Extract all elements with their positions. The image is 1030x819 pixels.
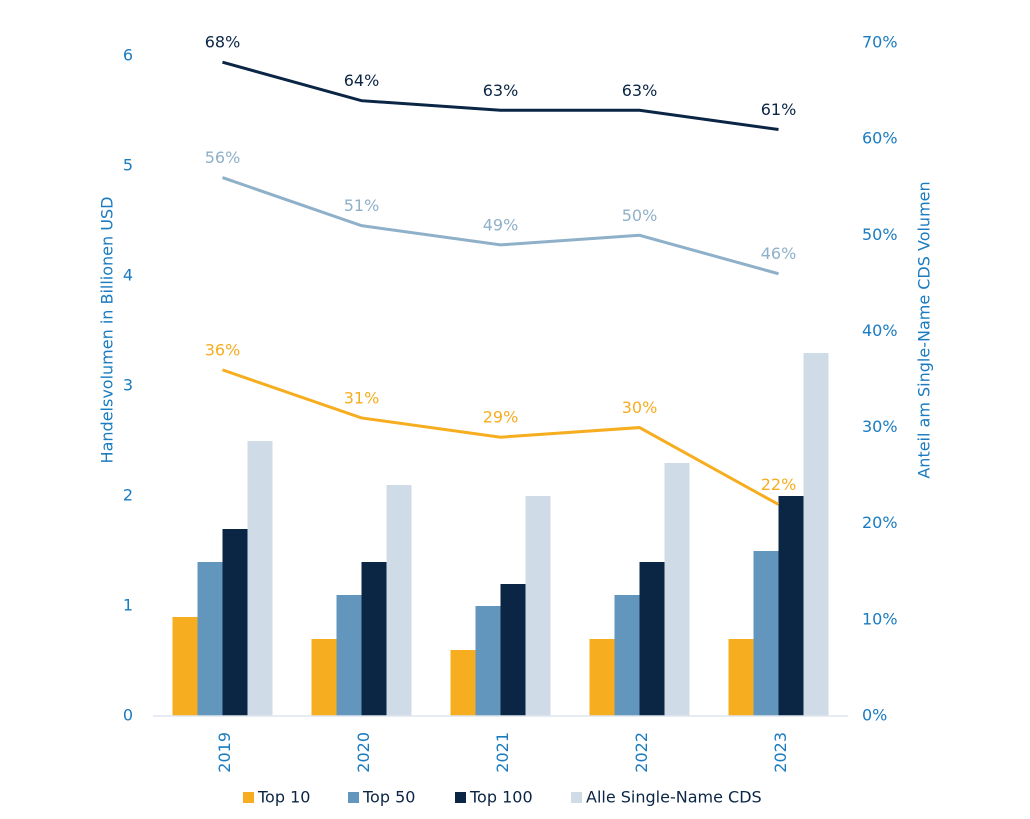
y-tick-label: 0: [123, 706, 133, 725]
bar: [450, 650, 476, 716]
y-tick-label: 2: [123, 486, 133, 505]
line: [222, 60, 779, 132]
bar: [753, 551, 779, 716]
legend-label: Alle Single-Name CDS: [586, 788, 762, 807]
data-label: 63%: [483, 81, 519, 100]
data-label: 68%: [205, 33, 241, 52]
bar: [172, 617, 198, 716]
y-tick-label: 4: [123, 266, 133, 285]
data-label: 36%: [205, 340, 241, 359]
y2-axis-title: Anteil am Single-Name CDS Volumen: [915, 181, 934, 478]
bar: [778, 496, 804, 716]
y2-tick-label: 60%: [862, 129, 898, 148]
bar: [386, 485, 412, 716]
y2-tick-label: 40%: [862, 321, 898, 340]
line: [222, 368, 780, 506]
bar: [589, 639, 615, 716]
y-tick-label: 5: [123, 156, 133, 175]
x-tick-label: 2022: [632, 732, 651, 773]
data-label: 29%: [483, 408, 519, 427]
y2-tick-label: 10%: [862, 609, 898, 628]
bar: [500, 584, 526, 716]
bar: [197, 562, 223, 716]
data-label: 51%: [344, 196, 380, 215]
legend-label: Top 10: [257, 788, 310, 807]
legend-swatch: [243, 792, 254, 803]
data-label: 63%: [622, 81, 658, 100]
y-axis-title: Handelsvolumen in Billionen USD: [98, 197, 117, 464]
bar: [803, 353, 829, 716]
x-tick-label: 2023: [771, 732, 790, 773]
data-label: 22%: [761, 475, 797, 494]
x-tick-label: 2019: [215, 732, 234, 773]
data-label: 64%: [344, 71, 380, 90]
data-label: 49%: [483, 215, 519, 234]
legend-label: Top 100: [469, 788, 533, 807]
bar: [475, 606, 501, 716]
legend-swatch: [455, 792, 466, 803]
legend-label: Top 50: [362, 788, 415, 807]
y2-tick-label: 70%: [862, 33, 898, 52]
bar: [614, 595, 640, 716]
y2-tick-label: 0%: [862, 706, 887, 725]
bar: [639, 562, 665, 716]
bar: [525, 496, 551, 716]
data-label: 56%: [205, 148, 241, 167]
legend-swatch: [348, 792, 359, 803]
y2-tick-label: 20%: [862, 513, 898, 532]
data-label: 30%: [622, 398, 658, 417]
y-tick-label: 1: [123, 596, 133, 615]
data-label: 50%: [622, 206, 658, 225]
data-label: 46%: [761, 244, 797, 263]
bar: [247, 441, 273, 716]
bar: [728, 639, 754, 716]
bar: [311, 639, 337, 716]
y2-tick-label: 50%: [862, 225, 898, 244]
bar: [664, 463, 690, 716]
x-tick-label: 2021: [493, 732, 512, 773]
y-tick-label: 3: [123, 376, 133, 395]
y2-tick-label: 30%: [862, 417, 898, 436]
data-label: 31%: [344, 388, 380, 407]
data-label: 61%: [761, 100, 797, 119]
bar: [336, 595, 362, 716]
y-tick-label: 6: [123, 46, 133, 65]
x-tick-label: 2020: [354, 732, 373, 773]
line: [222, 176, 779, 276]
bar: [222, 529, 248, 716]
legend-swatch: [571, 792, 582, 803]
bar: [361, 562, 387, 716]
